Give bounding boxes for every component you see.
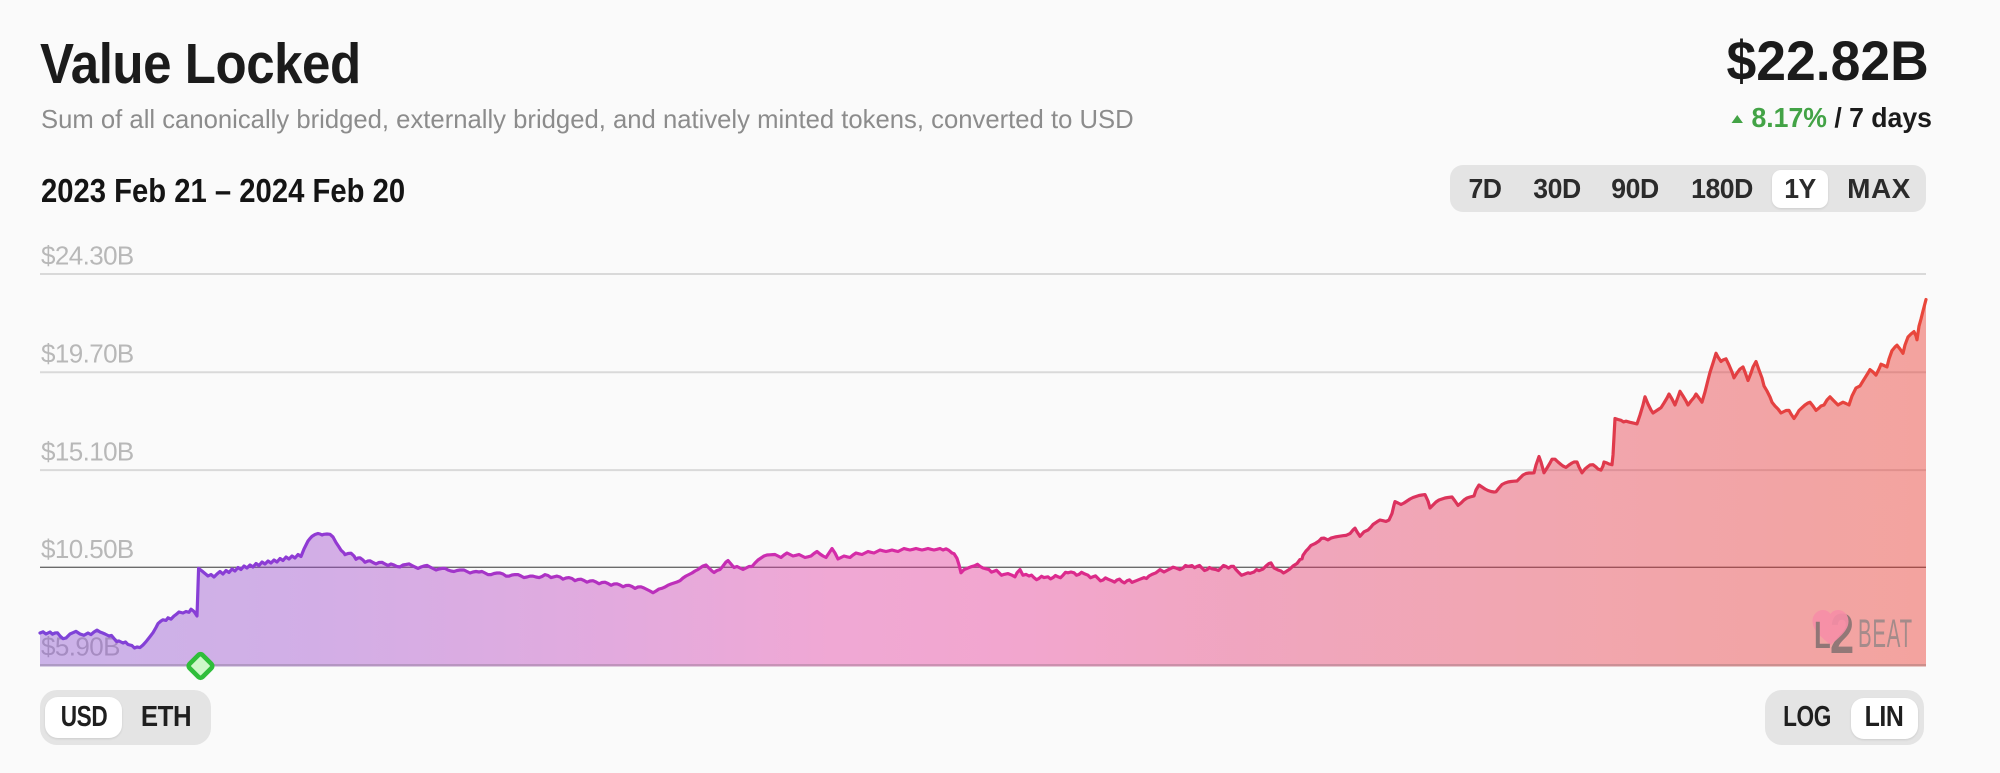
svg-text:BEAT: BEAT (1858, 610, 1913, 655)
svg-text:L: L (1814, 615, 1831, 657)
svg-text:$15.10B: $15.10B (41, 437, 134, 467)
svg-text:$19.70B: $19.70B (41, 339, 134, 369)
svg-text:$24.30B: $24.30B (41, 241, 134, 271)
svg-text:$10.50B: $10.50B (41, 534, 134, 564)
